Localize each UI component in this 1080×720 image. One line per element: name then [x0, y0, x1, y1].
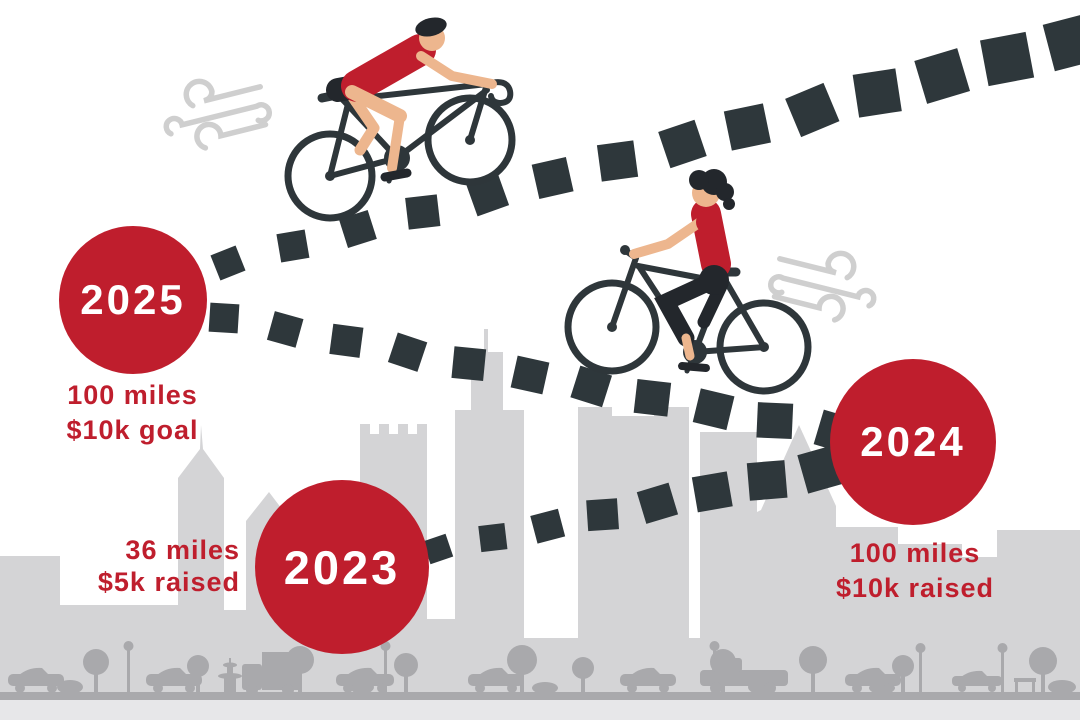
ground-strip — [0, 700, 1080, 720]
road-dash — [691, 471, 733, 513]
milestone-stats-2025: 100 miles $10k goal — [35, 378, 230, 448]
stat-line: $10k raised — [835, 573, 995, 603]
milestone-stats-2023: 36 miles $5k raised — [92, 534, 240, 598]
stat-line: 36 miles — [125, 535, 240, 565]
wind-gust-icon-right — [768, 250, 877, 323]
road-dash — [570, 365, 613, 408]
road-dash — [338, 210, 377, 248]
milestone-year: 2023 — [283, 540, 401, 594]
road-dash — [636, 482, 679, 524]
road-dash — [692, 388, 735, 431]
wind-gust-icon-left — [163, 78, 272, 151]
road-line — [0, 692, 1080, 700]
stat-line: $10k goal — [66, 415, 199, 445]
road-dash — [422, 533, 454, 565]
road-dash — [531, 157, 574, 199]
milestone-badge-2024: 2024 — [830, 359, 996, 525]
road-dash — [785, 82, 840, 138]
road-dash — [596, 140, 639, 182]
road-dash — [633, 379, 672, 417]
milestone-stats-2024: 100 miles $10k raised — [820, 536, 1010, 606]
road-dash — [852, 68, 902, 118]
road-dash — [658, 119, 707, 169]
road-dash — [914, 48, 971, 104]
road-dash — [1042, 12, 1080, 72]
road-dash — [405, 194, 441, 230]
road-dash — [746, 460, 788, 501]
milestone-badge-2023: 2023 — [255, 480, 429, 654]
milestone-badge-2025: 2025 — [59, 226, 207, 374]
stat-line: 100 miles — [849, 538, 981, 568]
road-dash — [208, 302, 240, 334]
road-dash — [276, 229, 310, 263]
road-dash — [510, 355, 550, 395]
road-cyclist-icon — [284, 17, 516, 222]
road-dash — [530, 508, 566, 544]
milestone-year: 2025 — [80, 276, 186, 323]
road-dash — [387, 332, 428, 372]
road-dash — [756, 402, 794, 440]
stat-line: $5k raised — [97, 567, 240, 597]
road-dash — [329, 323, 364, 358]
road-dash — [979, 31, 1035, 87]
road-dash — [723, 103, 771, 151]
road-dash — [451, 346, 487, 381]
road-dash — [266, 311, 304, 348]
milestone-year: 2024 — [860, 418, 966, 465]
road-dash — [210, 245, 246, 281]
city-cyclist-icon — [564, 169, 812, 395]
stat-line: 100 miles — [67, 380, 198, 410]
road-dash — [478, 522, 508, 553]
road-dash — [586, 498, 619, 532]
street-traffic — [0, 641, 1080, 720]
